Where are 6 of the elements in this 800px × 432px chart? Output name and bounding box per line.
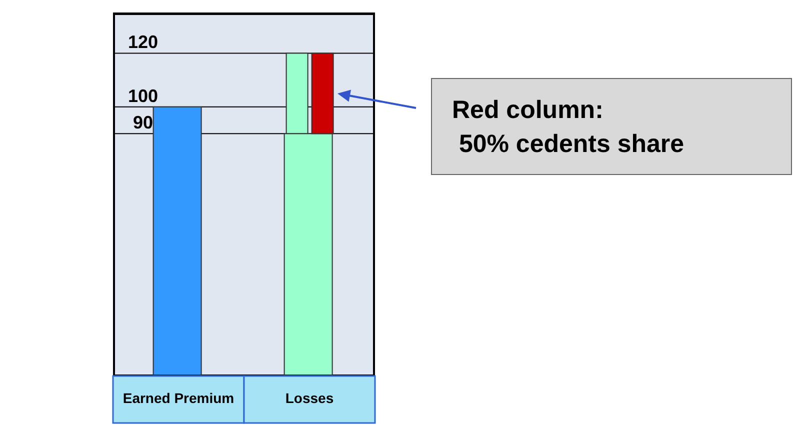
x-tick-label: Losses [285, 390, 334, 406]
y-tick-label: 90 [132, 112, 154, 133]
y-tick-label: 120 [128, 32, 158, 52]
text: Red column: 50% cedents share [431, 78, 792, 175]
y-tick-label: 100 [128, 86, 158, 106]
x-tick-label: Earned Premium [122, 390, 234, 406]
